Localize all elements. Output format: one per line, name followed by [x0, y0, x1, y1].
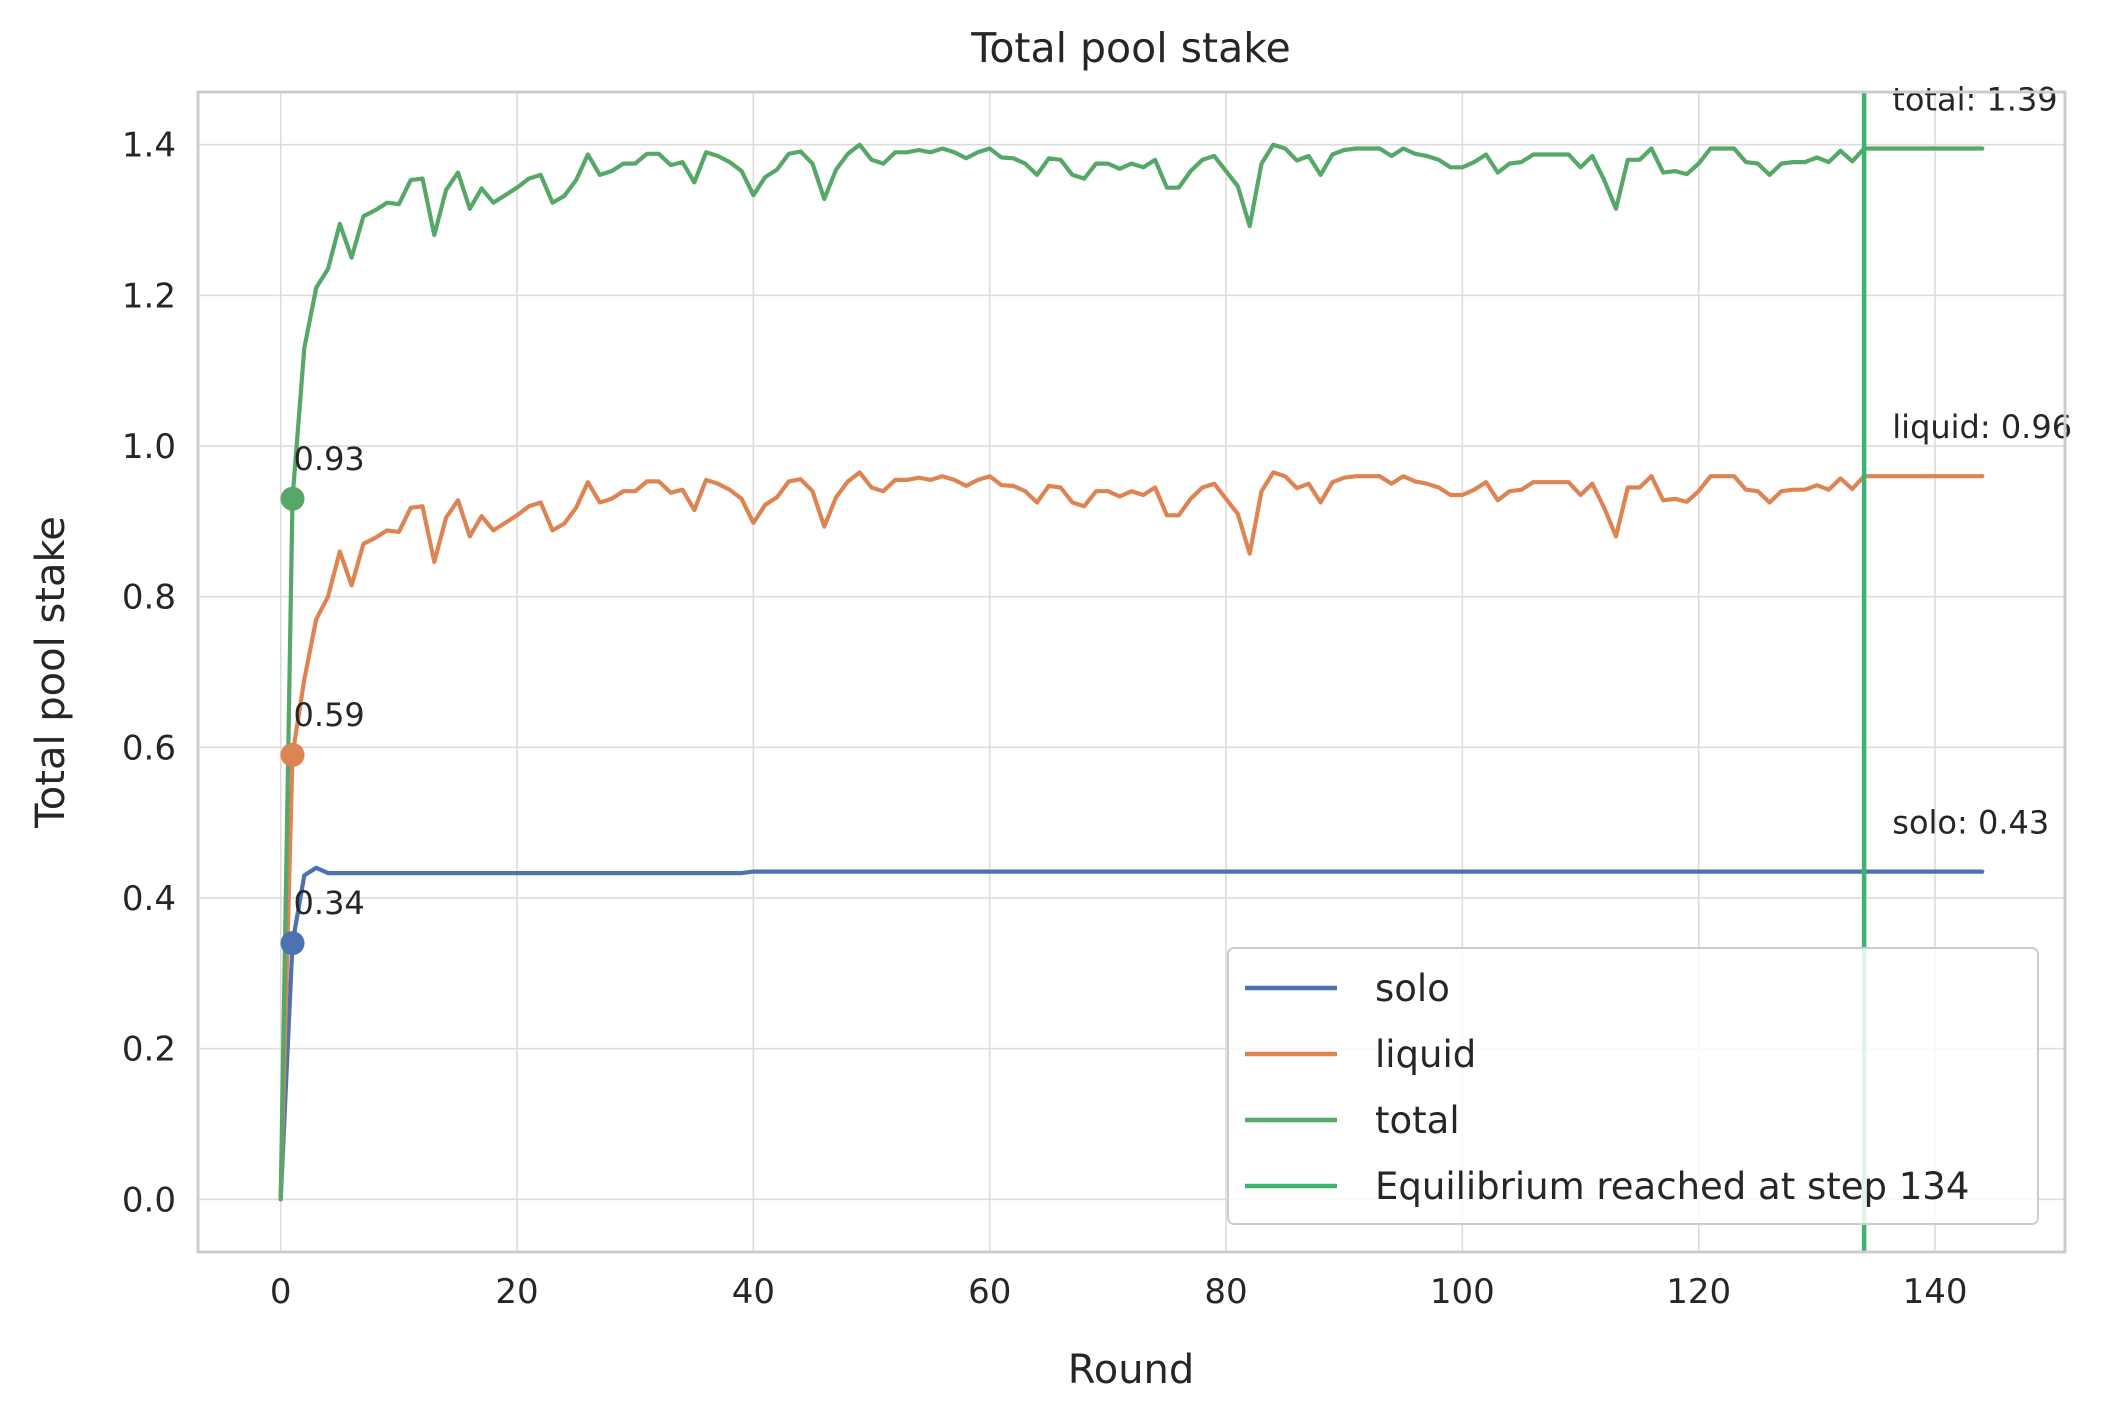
legend-label: solo	[1375, 967, 1450, 1010]
x-tick-label: 140	[1903, 1272, 1968, 1312]
y-tick-label: 1.2	[122, 276, 176, 316]
series-line-solo	[278, 865, 1985, 1202]
y-tick-label: 0.4	[122, 879, 176, 919]
y-tick-labels: 0.0 0.2 0.4 0.6 0.8 1.0 1.2 1.4	[122, 126, 176, 1221]
x-tick-label: 80	[1204, 1272, 1247, 1312]
x-axis-label: Round	[1068, 1347, 1195, 1393]
legend: solo liquid total Equilibrium reached at st…	[1227, 947, 2039, 1225]
chart-title: Total pool stake	[970, 24, 1290, 72]
y-tick-label: 0.6	[122, 728, 176, 768]
start-marker-liquid	[280, 742, 305, 767]
end-label-total: total: 1.39	[1892, 80, 2057, 118]
end-label-liquid: liquid: 0.96	[1892, 408, 2072, 446]
legend-label: liquid	[1375, 1033, 1476, 1076]
x-tick-label: 20	[495, 1272, 538, 1312]
legend-label: Equilibrium reached at step 134	[1375, 1165, 1969, 1208]
y-tick-label: 1.0	[122, 427, 176, 467]
x-tick-label: 120	[1666, 1272, 1731, 1312]
start-marker-label-liquid: 0.59	[294, 696, 365, 734]
x-tick-labels: 0 20 40 60 80 100 120 140	[270, 1272, 1968, 1312]
start-marker-solo	[280, 931, 305, 956]
end-label-solo: solo: 0.43	[1892, 804, 2049, 842]
start-marker-layer: 0.34 0.59 0.93	[280, 440, 365, 956]
start-marker-label-solo: 0.34	[294, 884, 365, 922]
start-marker-total	[280, 486, 305, 511]
end-label-layer: total: 1.39 liquid: 0.96 solo: 0.43	[1892, 80, 2072, 841]
legend-label: total	[1375, 1099, 1460, 1142]
x-tick-label: 100	[1430, 1272, 1495, 1312]
legend-box	[1227, 947, 2039, 1225]
series-line-total	[278, 142, 1985, 1202]
y-axis-label: Total pool stake	[28, 516, 74, 829]
y-tick-label: 1.4	[122, 126, 176, 166]
y-tick-label: 0.2	[122, 1030, 176, 1070]
start-marker-label-total: 0.93	[294, 440, 365, 478]
y-tick-label: 0.0	[122, 1180, 176, 1220]
series-line-liquid	[278, 470, 1985, 1202]
x-tick-label: 40	[732, 1272, 775, 1312]
x-tick-label: 0	[270, 1272, 292, 1312]
series-layer	[278, 142, 1985, 1202]
y-tick-label: 0.8	[122, 578, 176, 618]
plot-frame	[196, 90, 2067, 1254]
x-tick-label: 60	[968, 1272, 1011, 1312]
